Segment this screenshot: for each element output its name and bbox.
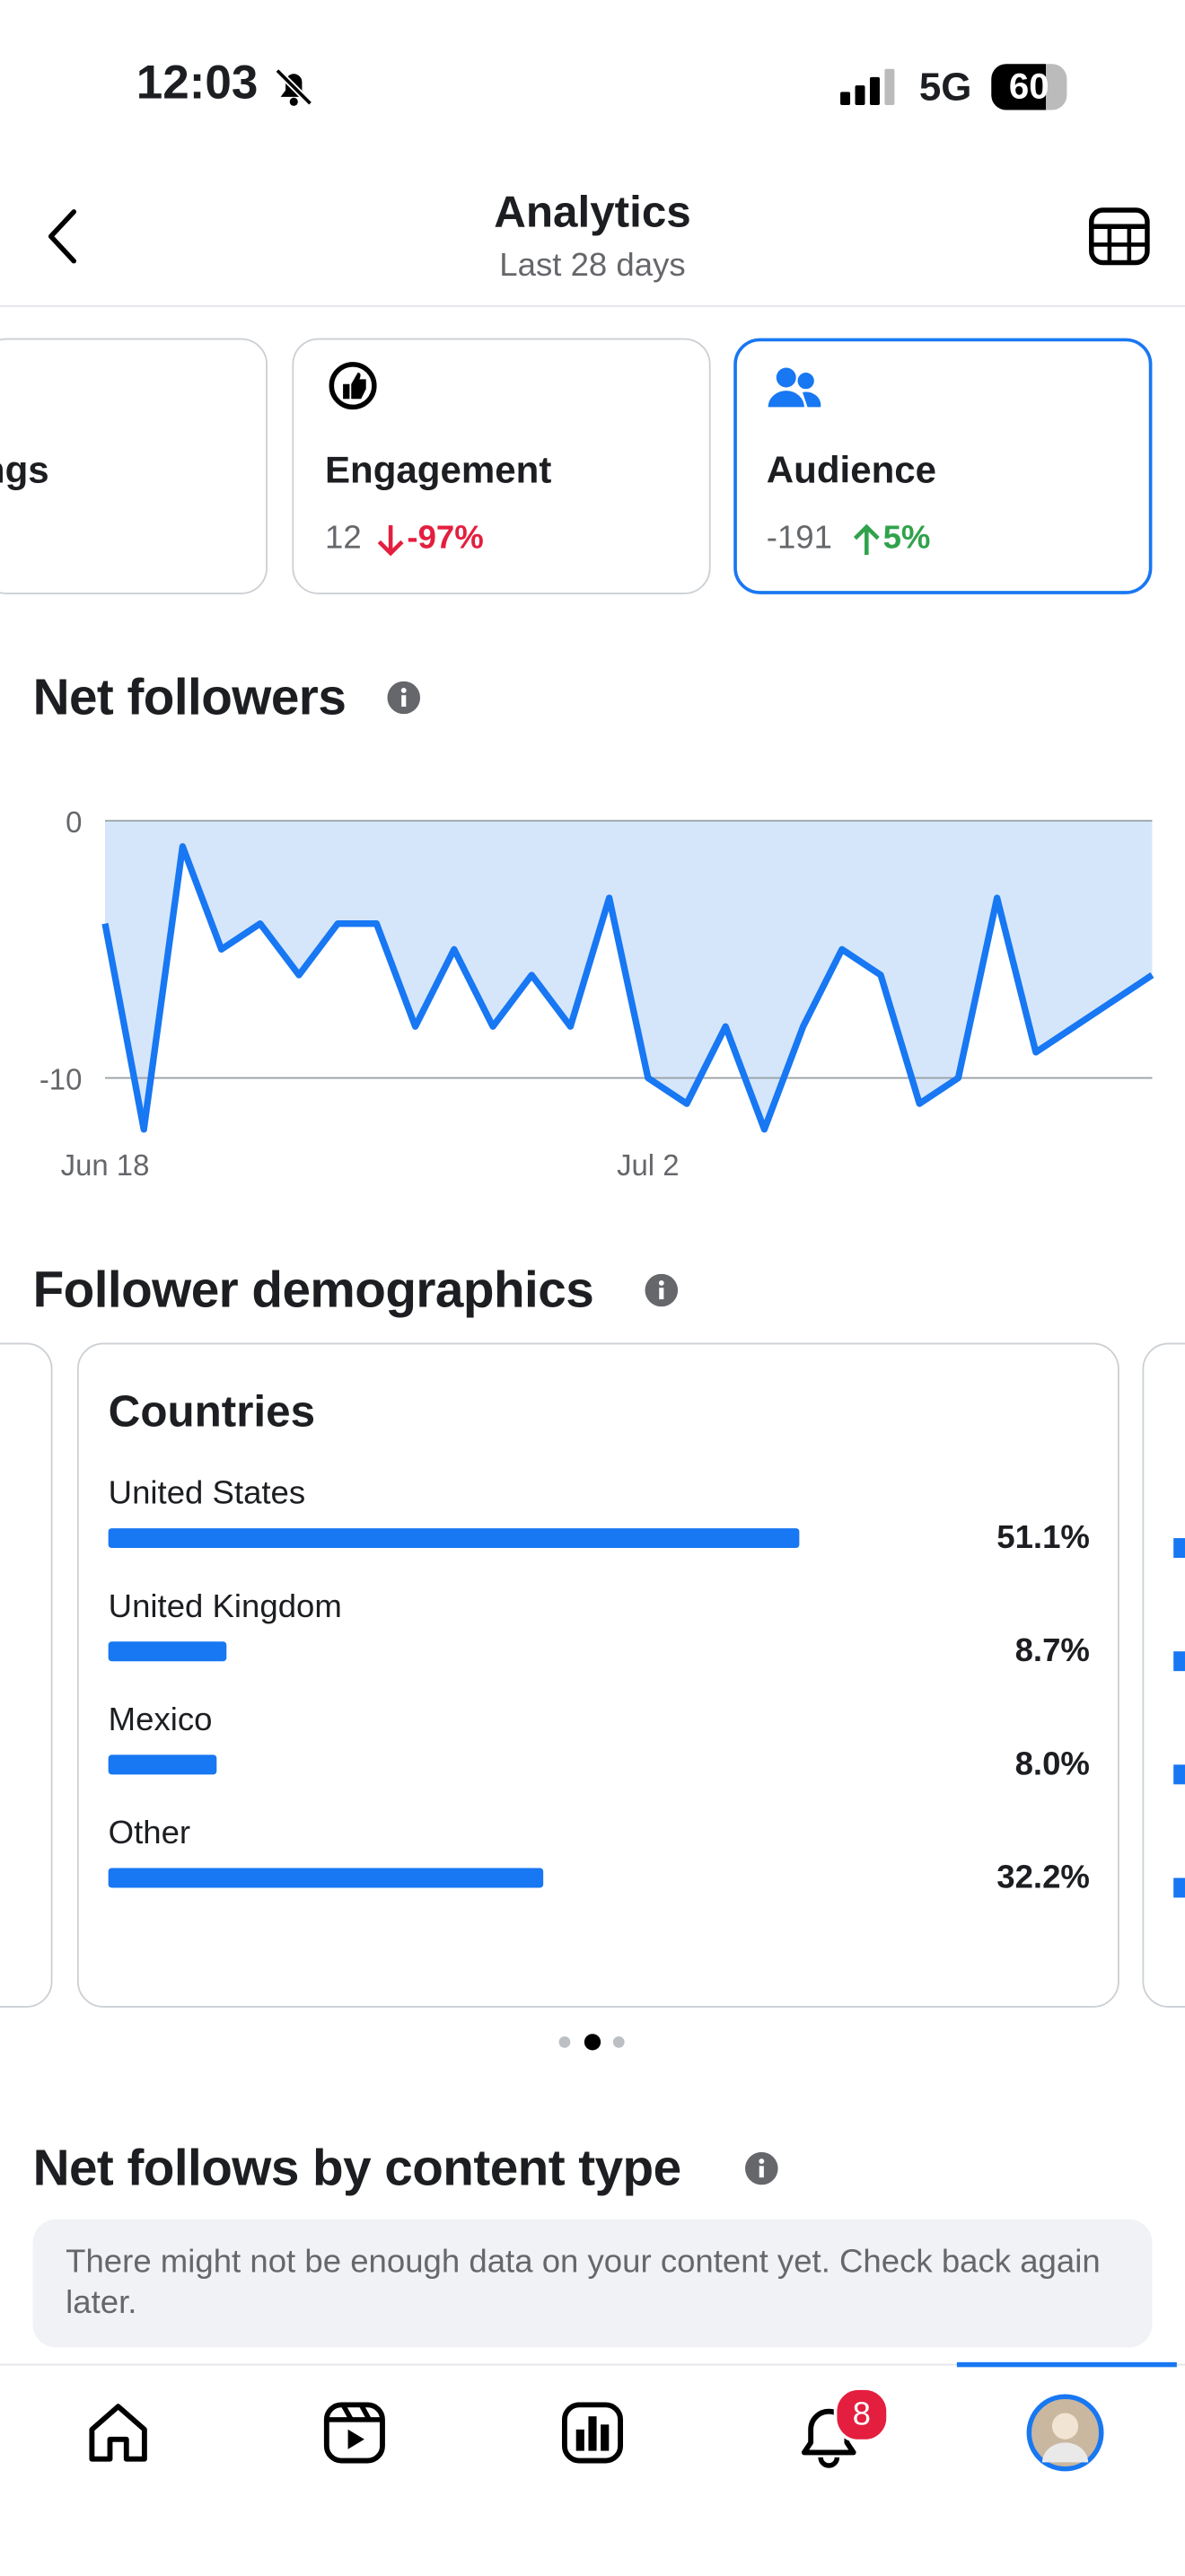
bar-stub (1173, 1764, 1185, 1785)
country-label: Other (108, 1816, 191, 1852)
profile-tab[interactable] (1026, 2394, 1105, 2473)
divider (0, 305, 1185, 307)
side-card[interactable] (0, 1342, 53, 2008)
audience-icon (768, 367, 821, 408)
info-message: There might not be enough data on your c… (32, 2219, 1153, 2348)
down-arrow (377, 525, 404, 557)
tab-card[interactable]: Engagement 12 -97% (292, 338, 711, 594)
country-label: United Kingdom (108, 1588, 342, 1625)
line-chart: 0 -10 Jun 18 Jul 2 (40, 805, 1154, 1182)
battery: 60 (991, 64, 1067, 110)
tab-label: ngs (0, 448, 49, 491)
y-tick-label: -10 (40, 1062, 83, 1095)
bar-stub (1173, 1651, 1185, 1672)
section-title: Net followers (32, 668, 347, 726)
info-icon[interactable] (745, 2151, 778, 2185)
tab-card-selected[interactable]: Audience -191 5% (733, 338, 1153, 594)
silent-icon (275, 68, 313, 106)
bar-stub (1173, 1538, 1185, 1559)
value-label: 8.0% (1014, 1746, 1090, 1783)
video-tab[interactable] (321, 2400, 387, 2466)
line (101, 843, 1154, 1133)
y-tick-label: 0 (66, 805, 82, 839)
x-tick-label: Jun 18 (61, 1148, 150, 1182)
nav-indicator (956, 2361, 1177, 2368)
value-label: 51.1% (996, 1519, 1090, 1557)
info-icon[interactable] (645, 1273, 679, 1307)
page-title: Analytics (494, 187, 691, 237)
card-title: Countries (108, 1386, 316, 1437)
dashboard-tab[interactable] (559, 2400, 625, 2466)
tab-label: Engagement (324, 448, 552, 491)
bar (108, 1528, 800, 1549)
countries-card: Countries United States 51.1% United Kingd… (76, 1342, 1121, 2009)
x-tick-label: Jul 2 (617, 1148, 679, 1182)
value-label: 32.2% (996, 1859, 1090, 1896)
value-label: 8.7% (1014, 1633, 1090, 1670)
back-button[interactable] (43, 207, 86, 266)
network: 5G (918, 66, 972, 110)
side-card[interactable] (1142, 1342, 1185, 2008)
bar-stub (1173, 1877, 1185, 1898)
tab-value: -191 (766, 520, 832, 557)
home-tab[interactable] (85, 2400, 151, 2466)
section-title: Net follows by content type (32, 2139, 682, 2197)
bottom-nav (0, 2363, 1185, 2576)
notification-badge: 8 (833, 2387, 890, 2443)
tab-label: Audience (766, 448, 937, 491)
bar-chart: United States 51.1% United Kingdom 8.7% Mexi… (79, 1344, 1121, 2009)
bar (108, 1868, 544, 1888)
up-arrow (853, 523, 880, 555)
country-label: United States (108, 1475, 306, 1512)
table-button[interactable] (1086, 206, 1152, 268)
country-label: Mexico (108, 1701, 213, 1739)
tab-value: 12 (324, 520, 362, 557)
signal-icon (840, 68, 895, 106)
section-title: Follower demographics (32, 1261, 594, 1319)
tab-change: 5% (882, 520, 931, 557)
tab-change: -97% (407, 520, 484, 557)
bar (108, 1754, 217, 1775)
time: 12:03 (136, 57, 259, 110)
engagement-icon (329, 362, 377, 410)
page-dots (558, 2034, 625, 2051)
bar (108, 1641, 226, 1662)
info-icon[interactable] (387, 681, 421, 715)
tab-card[interactable]: ngs (0, 338, 268, 594)
page-subtitle: Last 28 days (499, 248, 686, 285)
